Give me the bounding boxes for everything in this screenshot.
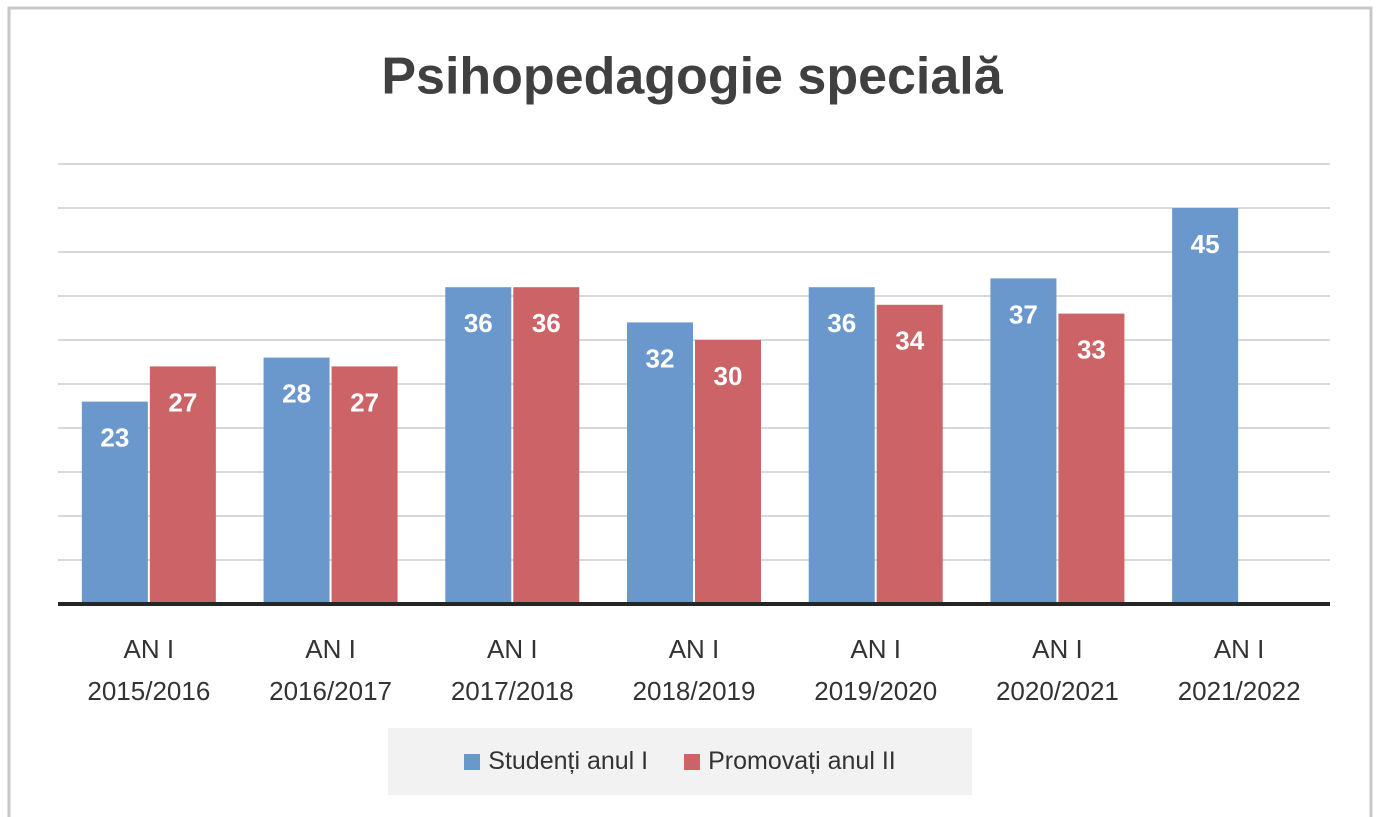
bar <box>808 287 875 604</box>
bar <box>263 357 330 604</box>
data-label: 32 <box>646 343 675 373</box>
bar <box>990 278 1057 604</box>
x-tick-label: AN I 2017/2018 <box>450 634 574 706</box>
data-label: 27 <box>168 387 197 417</box>
bar <box>876 304 943 604</box>
bar <box>331 366 398 604</box>
bar <box>695 340 761 604</box>
legend: Studenți anul I Promovați anul II <box>388 728 972 795</box>
bar <box>627 322 693 604</box>
x-tick-label: AN I 2016/2017 <box>269 634 393 706</box>
data-label: 30 <box>714 361 743 391</box>
data-label: 28 <box>282 378 311 408</box>
data-label: 33 <box>1077 334 1106 364</box>
data-label: 36 <box>532 308 561 338</box>
data-label: 45 <box>1191 229 1220 259</box>
bar <box>1058 313 1125 604</box>
x-tick-label: AN I 2015/2016 <box>87 634 211 706</box>
data-label: 23 <box>100 422 129 452</box>
legend-label: Studenți anul I <box>488 747 649 775</box>
data-label: 36 <box>464 308 493 338</box>
bar <box>445 287 512 604</box>
chart-title: Psihopedagogie specială <box>381 48 1003 106</box>
legend-item: Promovați anul II <box>684 747 896 776</box>
legend-item: Studenți anul I <box>464 747 648 776</box>
x-tick-label: AN I 2019/2020 <box>814 634 938 706</box>
bar <box>513 287 580 604</box>
x-tick-label: AN I 2021/2022 <box>1177 634 1301 706</box>
legend-swatch <box>684 753 701 770</box>
legend-swatch <box>464 753 481 770</box>
x-tick-label: AN I 2018/2019 <box>632 634 756 706</box>
x-tick-label: AN I 2020/2021 <box>995 634 1119 706</box>
bar <box>149 366 216 604</box>
data-label: 34 <box>895 326 924 356</box>
legend-label: Promovați anul II <box>708 747 896 775</box>
frame-border <box>7 6 1373 817</box>
data-label: 27 <box>350 387 379 417</box>
data-label: 37 <box>1009 299 1038 329</box>
data-label: 36 <box>827 308 856 338</box>
bar <box>81 401 148 604</box>
bar <box>1172 208 1239 604</box>
